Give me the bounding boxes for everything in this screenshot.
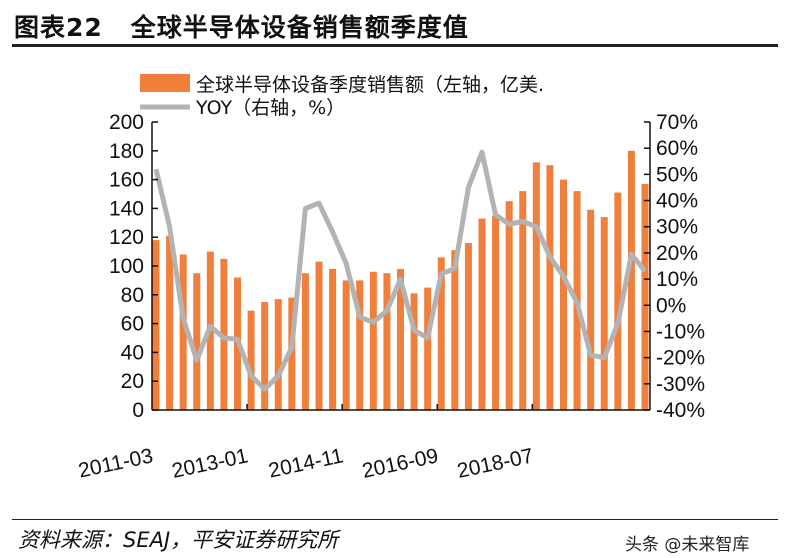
footer-rule (12, 519, 778, 520)
x-tick-label: 2011-03 (76, 444, 155, 482)
left-tick-label: 160 (109, 169, 144, 192)
left-tick-label: 120 (109, 226, 144, 249)
bar (587, 209, 595, 410)
right-tick-label: 30% (656, 216, 698, 239)
bar (492, 215, 500, 410)
bar (451, 250, 459, 410)
bar (261, 302, 269, 410)
left-tick-label: 40 (121, 341, 144, 364)
legend-bar-swatch (140, 74, 190, 92)
bar (220, 258, 228, 410)
bar (532, 162, 540, 410)
bar (356, 280, 364, 410)
bar (383, 273, 391, 410)
x-tick-label: 2018-07 (455, 444, 535, 483)
right-tick-label: -10% (656, 320, 705, 343)
figure-title: 图表22 全球半导体设备销售额季度值 (14, 8, 469, 44)
bar (464, 242, 472, 410)
bar (342, 280, 350, 410)
bar (478, 218, 486, 410)
x-tick-label: 2014-11 (267, 444, 346, 482)
bar (397, 268, 404, 410)
title-rule (12, 44, 778, 47)
bar (247, 310, 255, 410)
source-note: 资料来源：SEAJ，平安证券研究所 (18, 528, 339, 552)
bar (641, 183, 649, 410)
bar (424, 287, 432, 410)
bar (519, 191, 527, 410)
right-tick-label: 0% (656, 294, 686, 317)
bar (410, 293, 418, 410)
left-tick-label: 0 (132, 399, 144, 422)
yoy-line (153, 149, 647, 392)
legend-line-label: YOY（右轴，%） (195, 97, 345, 119)
left-tick-label: 60 (121, 313, 144, 336)
bar (627, 150, 635, 411)
bar (600, 217, 608, 410)
right-tick-label: 10% (656, 268, 698, 291)
figure-number: 图表22 (14, 13, 103, 42)
bar (546, 165, 554, 410)
bar (614, 192, 622, 410)
figure-title-text: 全球半导体设备销售额季度值 (130, 13, 469, 42)
bar (152, 240, 160, 410)
bar (274, 299, 282, 410)
bar (288, 297, 296, 410)
right-tick-label: 70% (656, 111, 698, 134)
left-tick-label: 80 (121, 284, 144, 307)
bar (437, 257, 445, 410)
right-tick-label: 60% (656, 137, 698, 160)
bar (193, 273, 201, 410)
right-tick-label: 40% (656, 190, 698, 213)
legend-bar-label: 全球半导体设备季度销售额（左轴，亿美. (196, 74, 544, 96)
bar (329, 268, 337, 410)
bar (301, 273, 309, 410)
bar (505, 201, 513, 410)
right-tick-label: 20% (656, 242, 698, 265)
x-tick-label: 2013-01 (170, 444, 250, 483)
left-tick-label: 180 (109, 140, 144, 163)
left-tick-label: 200 (109, 111, 144, 134)
left-tick-label: 100 (109, 255, 144, 278)
left-tick-label: 20 (121, 370, 144, 393)
bar (166, 235, 174, 410)
right-tick-label: -20% (656, 347, 705, 370)
x-tick-label: 2016-09 (360, 444, 440, 483)
bar (315, 261, 323, 410)
chart: 0 20 40 60 80 100 120 140 160 180 200 -40% -30% -20% -… (76, 74, 705, 483)
right-tick-label: 50% (656, 163, 698, 186)
left-tick-label: 140 (109, 197, 144, 220)
bar (369, 271, 377, 410)
watermark: 头条 @未来智库 (625, 535, 750, 555)
bar (179, 254, 187, 410)
bar (560, 179, 567, 410)
right-tick-label: -30% (656, 373, 705, 396)
right-tick-label: -40% (656, 399, 705, 422)
